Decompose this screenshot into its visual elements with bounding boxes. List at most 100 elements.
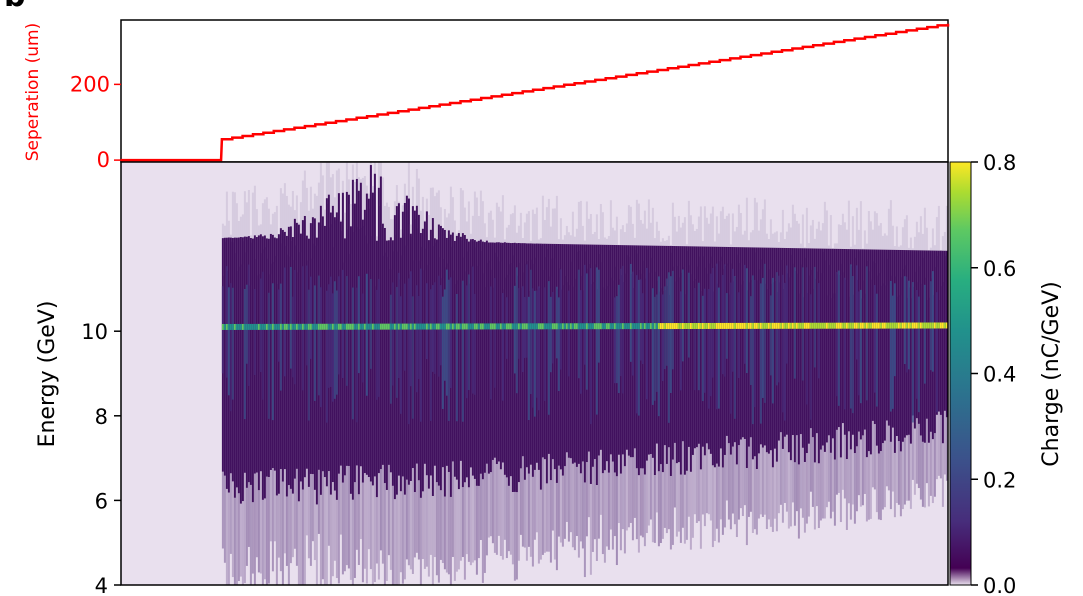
heatmap-tail-lower — [569, 458, 572, 533]
heatmap-tail-lower — [591, 466, 594, 552]
heatmap-tail-lower — [859, 439, 862, 507]
heatmap-peak — [545, 323, 548, 330]
heatmap-streak — [651, 288, 654, 405]
heatmap-tail-upper — [279, 188, 282, 239]
heatmap-tail-lower — [379, 469, 382, 551]
heatmap-body — [387, 240, 390, 465]
heatmap-tail-lower — [601, 473, 604, 555]
heatmap-peak — [435, 323, 438, 330]
heatmap-peak — [591, 323, 594, 330]
heatmap-tail-upper — [821, 223, 824, 274]
heatmap-tail-lower — [233, 497, 236, 585]
heatmap-peak — [785, 322, 788, 329]
heatmap-body — [285, 235, 288, 497]
heatmap-peak — [439, 323, 442, 330]
heatmap-peak — [525, 323, 528, 330]
heatmap-body — [757, 247, 760, 454]
heatmap-streak — [781, 274, 784, 413]
heatmap-tail-lower — [667, 447, 670, 530]
heatmap-peak — [357, 323, 360, 330]
heatmap-tail-upper — [427, 214, 430, 265]
heatmap-streak — [679, 291, 682, 391]
heatmap-tail-lower — [471, 475, 474, 563]
heatmap-streak — [411, 296, 414, 419]
heatmap-peak — [319, 323, 322, 330]
heatmap-tail-upper — [887, 208, 890, 259]
heatmap-tail-lower — [941, 443, 944, 507]
heatmap-tail-lower — [813, 462, 816, 530]
heatmap-peak — [305, 323, 308, 330]
heatmap-tail-lower — [725, 435, 728, 501]
heatmap-tail-lower — [517, 482, 520, 561]
heatmap-tail-upper — [327, 162, 330, 204]
heatmap-tail-lower — [313, 489, 316, 561]
heatmap-tail-lower — [749, 437, 752, 512]
heatmap-streak — [597, 269, 600, 363]
heatmap-streak — [449, 277, 452, 389]
heatmap-peak — [729, 322, 732, 329]
energy-tick-label: 4 — [95, 574, 108, 596]
heatmap-body — [877, 249, 880, 454]
heatmap-tail-lower — [945, 417, 948, 481]
heatmap-body — [405, 195, 408, 480]
heatmap-peak — [669, 323, 672, 330]
heatmap-tail-upper — [609, 200, 612, 251]
heatmap-body — [815, 248, 818, 434]
heatmap-tail-lower — [253, 473, 256, 585]
heatmap-tail-lower — [243, 472, 246, 584]
heatmap-body — [649, 245, 652, 455]
heatmap-peak — [869, 322, 872, 329]
heatmap-tail-upper — [235, 203, 238, 254]
heatmap-body — [565, 244, 568, 453]
heatmap-body — [237, 237, 240, 494]
heatmap-streak — [445, 269, 448, 396]
heatmap-tail-lower — [793, 462, 796, 526]
heatmap-tail-lower — [817, 463, 820, 529]
heatmap-tail-lower — [375, 497, 378, 564]
heatmap-tail-lower — [879, 451, 882, 521]
heatmap-tail-lower — [319, 494, 322, 585]
heatmap-streak — [723, 264, 726, 377]
heatmap-tail-lower — [815, 433, 818, 507]
heatmap-peak — [253, 323, 256, 330]
heatmap-peak — [917, 322, 920, 329]
heatmap-body — [867, 249, 870, 452]
heatmap-peak — [463, 323, 466, 330]
heatmap-peak — [405, 323, 408, 330]
heatmap-peak — [389, 323, 392, 330]
heatmap-streak — [527, 296, 530, 420]
heatmap-body — [311, 217, 314, 475]
heatmap-streak — [291, 296, 294, 378]
heatmap-streak — [613, 297, 616, 384]
heatmap-peak — [691, 322, 694, 329]
heatmap-body — [807, 248, 810, 444]
heatmap-peak — [859, 322, 862, 329]
heatmap-peak — [629, 323, 632, 330]
heatmap-peak — [841, 322, 844, 329]
heatmap-peak — [713, 322, 716, 329]
heatmap-peak — [827, 322, 830, 329]
heatmap-peak — [781, 322, 784, 329]
heatmap-streak — [707, 289, 710, 409]
heatmap-tail-lower — [735, 464, 738, 538]
heatmap-peak — [339, 323, 342, 330]
heatmap-peak — [565, 323, 568, 330]
heatmap-peak — [283, 323, 286, 330]
heatmap-peak — [823, 322, 826, 329]
heatmap-streak — [227, 287, 230, 396]
heatmap-tail-lower — [457, 489, 460, 570]
heatmap-tail-lower — [311, 474, 314, 542]
heatmap-peak — [333, 323, 336, 330]
heatmap-tail-lower — [595, 485, 598, 561]
heatmap-tail-upper — [715, 216, 718, 267]
heatmap-body — [741, 247, 744, 438]
heatmap-tail-lower — [931, 439, 934, 504]
separation-y-axis-label: Seperation (um) — [23, 23, 43, 161]
heatmap-body — [581, 244, 584, 462]
heatmap-tail-lower — [225, 488, 228, 585]
heatmap-body — [925, 250, 928, 419]
heatmap-peak — [867, 322, 870, 329]
heatmap-tail-lower — [833, 459, 836, 526]
heatmap-tail-lower — [785, 434, 788, 512]
heatmap-tail-lower — [741, 437, 744, 517]
